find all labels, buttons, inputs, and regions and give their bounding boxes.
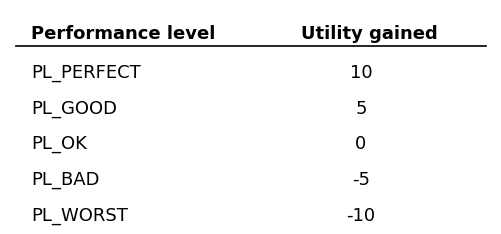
Text: Performance level: Performance level	[31, 25, 215, 43]
Text: PL_GOOD: PL_GOOD	[31, 100, 117, 118]
Text: Utility gained: Utility gained	[300, 25, 437, 43]
Text: PL_OK: PL_OK	[31, 135, 87, 154]
Text: 5: 5	[354, 100, 366, 118]
Text: -5: -5	[351, 171, 369, 189]
Text: PL_PERFECT: PL_PERFECT	[31, 64, 141, 82]
Text: 10: 10	[349, 64, 371, 82]
Text: PL_BAD: PL_BAD	[31, 171, 100, 189]
Text: PL_WORST: PL_WORST	[31, 207, 128, 225]
Text: -10: -10	[346, 207, 375, 225]
Text: 0: 0	[355, 135, 366, 154]
